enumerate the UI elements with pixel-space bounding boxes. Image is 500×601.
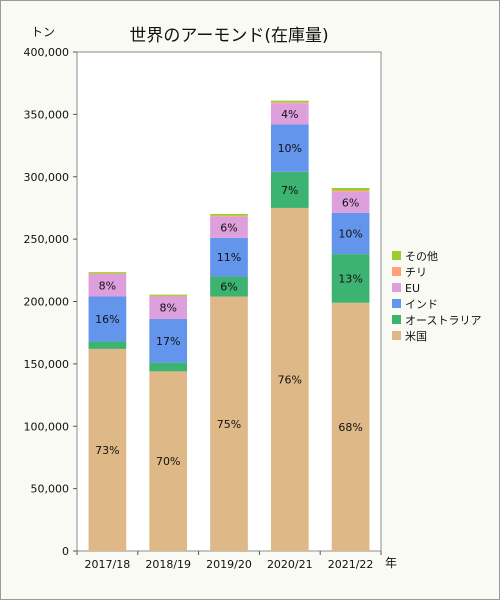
bar-segment [149, 294, 188, 296]
legend-label: インド [405, 298, 438, 311]
data-label: 6% [342, 196, 359, 209]
bar-segment [331, 190, 370, 192]
legend-label: チリ [405, 266, 427, 279]
bar-segment [210, 276, 248, 297]
data-label: 17% [156, 335, 180, 348]
bar-segment [88, 272, 127, 274]
bar-segment [270, 102, 309, 104]
bar-segment [270, 171, 309, 208]
bar-segment [88, 273, 127, 275]
bar-segment [210, 296, 248, 551]
bar-segment [88, 274, 127, 297]
bar-segment [88, 348, 127, 551]
data-label: 6% [220, 281, 237, 294]
legend-label: EU [405, 282, 420, 295]
y-tick-label: 400,000 [24, 46, 70, 59]
bar-segment [149, 362, 188, 372]
legend-swatch [392, 267, 401, 276]
data-label: 11% [217, 251, 241, 264]
legend-swatch [392, 299, 401, 308]
data-label: 76% [278, 373, 302, 386]
x-axis-unit: 年 [385, 556, 397, 570]
data-label: 6% [220, 221, 237, 234]
bar-segment [88, 296, 127, 342]
plot-area: 0 50,000 100,000 150,000 200,000 250,000 300,0… [24, 46, 382, 571]
bar-segment [270, 100, 309, 103]
data-label: 13% [338, 272, 362, 285]
legend-swatch [392, 283, 401, 292]
bar-segment [149, 295, 188, 297]
data-label: 16% [95, 313, 119, 326]
x-tick-label: 2020/21 [267, 558, 313, 571]
legend-swatch [392, 251, 401, 260]
x-tick-label: 2021/22 [328, 558, 374, 571]
bar-segment [331, 212, 370, 255]
y-tick-label: 300,000 [24, 171, 70, 184]
bar-segment [331, 302, 370, 551]
data-label: 7% [281, 184, 298, 197]
bar-segment [88, 341, 127, 349]
data-label: 10% [278, 142, 302, 155]
bar-segment [270, 103, 309, 125]
y-tick-label: 200,000 [24, 296, 70, 309]
legend-label: その他 [405, 250, 438, 263]
bar-segment [210, 216, 248, 238]
chart-title: 世界のアーモンド(在庫量) [129, 26, 328, 46]
bar-segment [149, 318, 188, 363]
y-tick-label: 350,000 [24, 108, 70, 121]
legend-swatch [392, 315, 401, 324]
legend-label: 米国 [405, 330, 427, 343]
bar-segment [270, 207, 309, 551]
data-label: 8% [99, 279, 116, 292]
x-tick-label: 2017/18 [85, 558, 131, 571]
y-axis-unit: トン [31, 25, 55, 39]
data-label: 4% [281, 108, 298, 121]
data-label: 68% [338, 421, 362, 434]
data-label: 73% [95, 444, 119, 457]
bar-segment [210, 215, 248, 217]
data-label: 10% [338, 228, 362, 241]
y-tick-label: 0 [62, 545, 69, 558]
bar-segment [210, 213, 248, 216]
data-label: 75% [217, 418, 241, 431]
x-tick-label: 2018/19 [145, 558, 191, 571]
bar-segment [149, 296, 188, 319]
data-label: 8% [159, 302, 176, 315]
y-tick-label: 50,000 [31, 483, 70, 496]
data-label: 70% [156, 455, 180, 468]
bar-segment [331, 191, 370, 213]
bar-segment [331, 254, 370, 303]
bar-segment [210, 237, 248, 277]
bar-segment [331, 187, 370, 191]
legend-label: オーストラリア [405, 314, 481, 327]
legend-swatch [392, 331, 401, 340]
bar-segment [270, 124, 309, 172]
y-tick-label: 250,000 [24, 233, 70, 246]
bar-segment [149, 371, 188, 551]
y-tick-label: 150,000 [24, 358, 70, 371]
y-tick-label: 100,000 [24, 420, 70, 433]
x-tick-label: 2019/20 [206, 558, 252, 571]
